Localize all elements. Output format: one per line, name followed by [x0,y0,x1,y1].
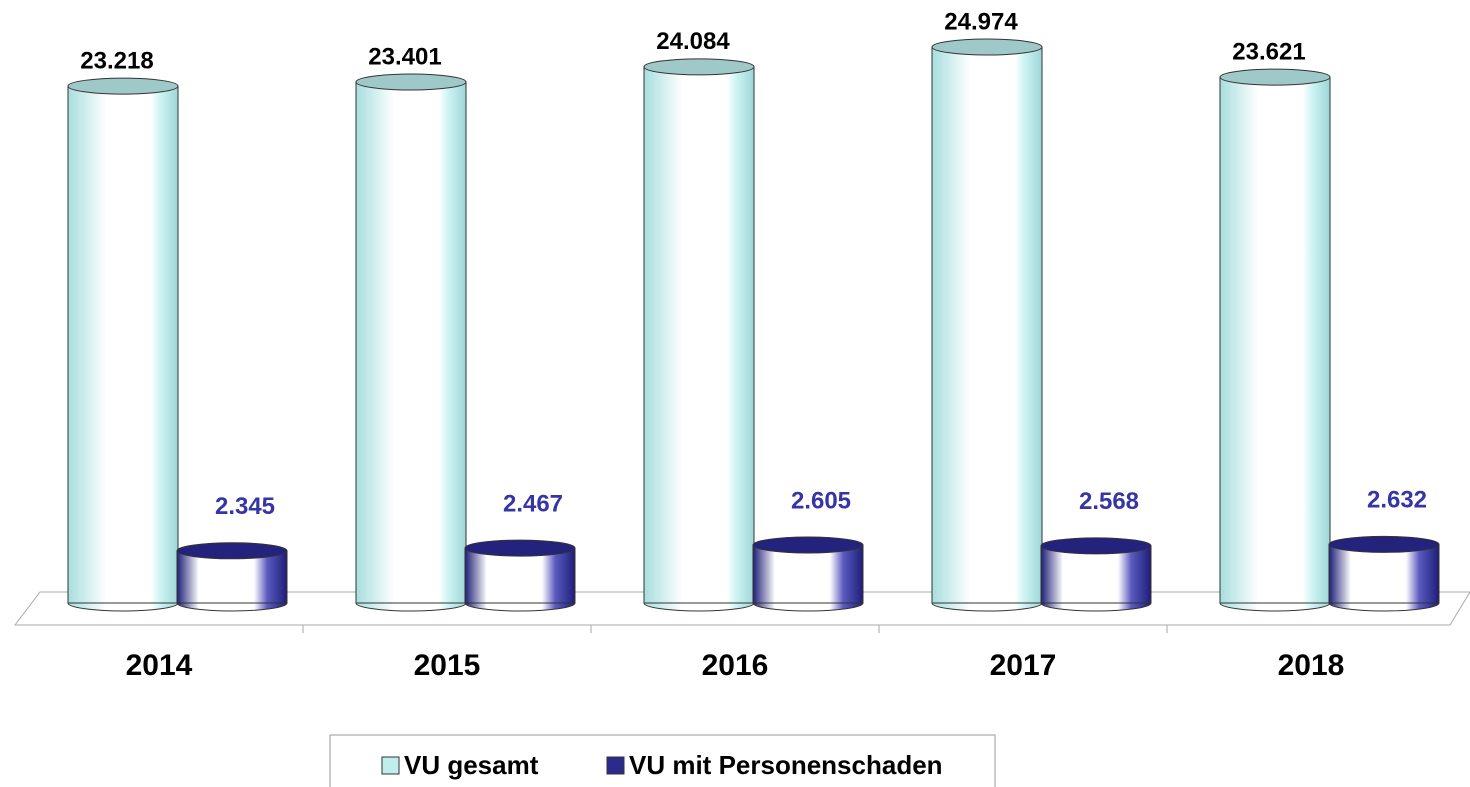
data-label: 23.621 [1232,38,1305,65]
x-tick-label: 2018 [1278,649,1345,682]
data-label: 24.974 [944,8,1018,35]
data-label: 2.467 [503,490,563,517]
x-tick-label: 2017 [990,649,1057,682]
bar [931,46,1043,604]
cylinder-top [931,38,1043,56]
cylinder-top [1040,537,1152,555]
x-tick-label: 2016 [702,649,769,682]
bar [643,66,755,604]
bar [1219,76,1331,604]
data-label: 2.632 [1367,487,1427,514]
legend-swatch [381,756,400,775]
data-label: 23.401 [368,43,441,70]
legend-label: VU mit Personenschaden [629,750,943,780]
data-label: 24.084 [656,28,730,55]
cylinder-top [1219,68,1331,86]
x-tick-label: 2015 [414,649,481,682]
cylinder-top [1328,535,1440,553]
cylinder-top [176,542,288,560]
x-tick-label: 2014 [126,649,193,682]
cylinder-top [752,536,864,554]
bar [1328,543,1440,604]
legend-label: VU gesamt [404,750,539,780]
cylinder-top [67,77,179,95]
bar [67,85,179,604]
cylinder-top [464,539,576,557]
legend-box [329,734,996,787]
bar [464,547,576,604]
bar [752,544,864,604]
legend-swatch [606,756,625,775]
data-label: 2.345 [215,493,275,520]
data-label: 2.568 [1079,488,1139,515]
cylinder-top [355,73,467,91]
bar [1040,545,1152,604]
cylinder-top [643,58,755,76]
data-label: 23.218 [80,47,153,74]
data-label: 2.605 [791,487,851,514]
bar [355,81,467,604]
